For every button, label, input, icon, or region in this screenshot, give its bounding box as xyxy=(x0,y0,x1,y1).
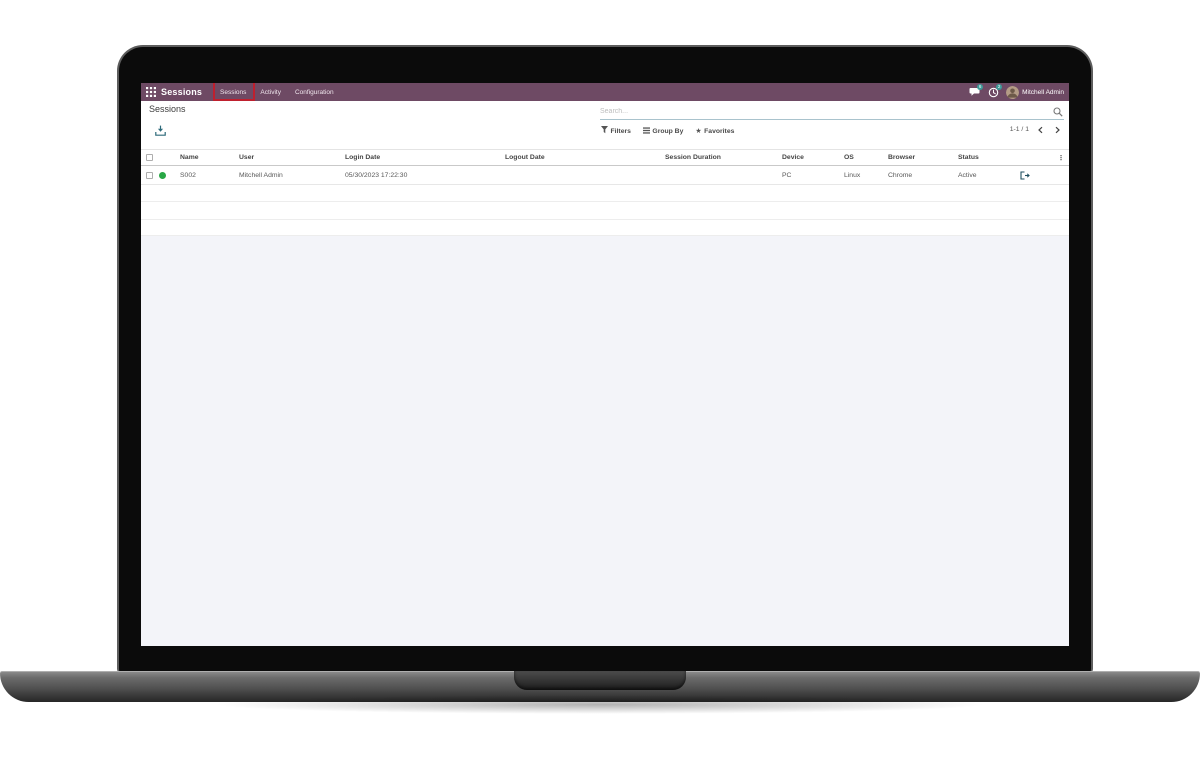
search-icon[interactable] xyxy=(1053,107,1063,119)
column-header-logout[interactable]: Logout Date xyxy=(505,154,545,161)
app-name[interactable]: Sessions xyxy=(161,87,203,97)
filters-label: Filters xyxy=(610,127,631,135)
group-by-label: Group By xyxy=(652,127,684,135)
user-menu[interactable]: Mitchell Admin xyxy=(1006,85,1064,99)
activities-clock-icon[interactable]: 2 xyxy=(987,84,1003,98)
filter-icon xyxy=(601,126,608,136)
favorites-star-icon: ★ xyxy=(695,127,702,135)
empty-row xyxy=(141,185,1069,202)
empty-row xyxy=(141,220,1069,236)
laptop-shadow xyxy=(50,694,1150,724)
search-bar xyxy=(600,105,1064,120)
pager-range[interactable]: 1-1 / 1 xyxy=(1009,126,1029,133)
messages-badge: 6 xyxy=(977,84,984,90)
search-panel-controls: Filters Group By ★ Favorites xyxy=(601,126,734,136)
laptop-base-notch xyxy=(514,671,686,690)
favorites-button[interactable]: ★ Favorites xyxy=(695,126,734,136)
activities-badge: 2 xyxy=(996,84,1003,90)
column-header-device[interactable]: Device xyxy=(782,154,804,161)
menu-item-configuration[interactable]: Configuration xyxy=(294,88,334,96)
apps-grid-icon[interactable] xyxy=(146,87,156,97)
column-header-login[interactable]: Login Date xyxy=(345,154,381,161)
cell-browser: Chrome xyxy=(888,171,913,179)
cell-user: Mitchell Admin xyxy=(239,171,283,179)
prev-page-button[interactable] xyxy=(1036,125,1045,134)
next-page-button[interactable] xyxy=(1052,125,1061,134)
pager: 1-1 / 1 xyxy=(1010,125,1061,134)
menu-item-sessions[interactable]: Sessions xyxy=(220,88,247,96)
column-header-duration[interactable]: Session Duration xyxy=(665,154,721,161)
top-navbar: Sessions Sessions Activity Configuration… xyxy=(141,83,1069,101)
laptop-screen-bezel: Sessions Sessions Activity Configuration… xyxy=(117,45,1093,673)
favorites-label: Favorites xyxy=(704,127,735,135)
logout-icon[interactable] xyxy=(1020,166,1034,184)
cell-status: Active xyxy=(958,171,977,179)
optional-columns-icon[interactable]: ⋮ xyxy=(1057,154,1065,162)
content-background xyxy=(141,236,1069,646)
select-all-checkbox[interactable] xyxy=(146,150,156,165)
group-by-button[interactable]: Group By xyxy=(642,126,684,136)
cell-login-date: 05/30/2023 17:22:30 xyxy=(345,171,408,179)
group-by-icon xyxy=(642,126,650,136)
cell-session-duration xyxy=(665,166,777,184)
app-screen: Sessions Sessions Activity Configuration… xyxy=(141,83,1069,646)
column-header-user[interactable]: User xyxy=(239,154,255,161)
navbar-menu: Sessions Activity Configuration xyxy=(213,83,341,101)
avatar xyxy=(1006,85,1020,99)
column-header-status[interactable]: Status xyxy=(958,154,979,161)
laptop-base xyxy=(0,671,1200,702)
empty-row xyxy=(141,202,1069,220)
cell-device: PC xyxy=(782,171,792,179)
column-header-os[interactable]: OS xyxy=(844,154,854,161)
cell-name: S002 xyxy=(180,171,196,179)
systray: 6 2 Mitchell Admin xyxy=(968,83,1064,101)
menu-item-activity[interactable]: Activity xyxy=(260,88,281,96)
messages-icon[interactable]: 6 xyxy=(968,84,984,98)
search-input[interactable] xyxy=(600,105,1040,118)
cell-logout-date xyxy=(505,166,660,184)
column-header-name[interactable]: Name xyxy=(180,154,199,161)
row-checkbox[interactable] xyxy=(146,166,156,184)
table-header: Name User Login Date Logout Date Session… xyxy=(141,149,1069,166)
user-name: Mitchell Admin xyxy=(1022,88,1064,96)
filters-button[interactable]: Filters xyxy=(601,126,631,136)
export-icon[interactable] xyxy=(155,125,167,137)
breadcrumb[interactable]: Sessions xyxy=(149,104,186,114)
cell-os: Linux xyxy=(844,171,861,179)
active-status-dot xyxy=(159,166,171,184)
session-row[interactable]: S002 Mitchell Admin 05/30/2023 17:22:30 … xyxy=(141,166,1069,185)
column-header-browser[interactable]: Browser xyxy=(888,154,916,161)
